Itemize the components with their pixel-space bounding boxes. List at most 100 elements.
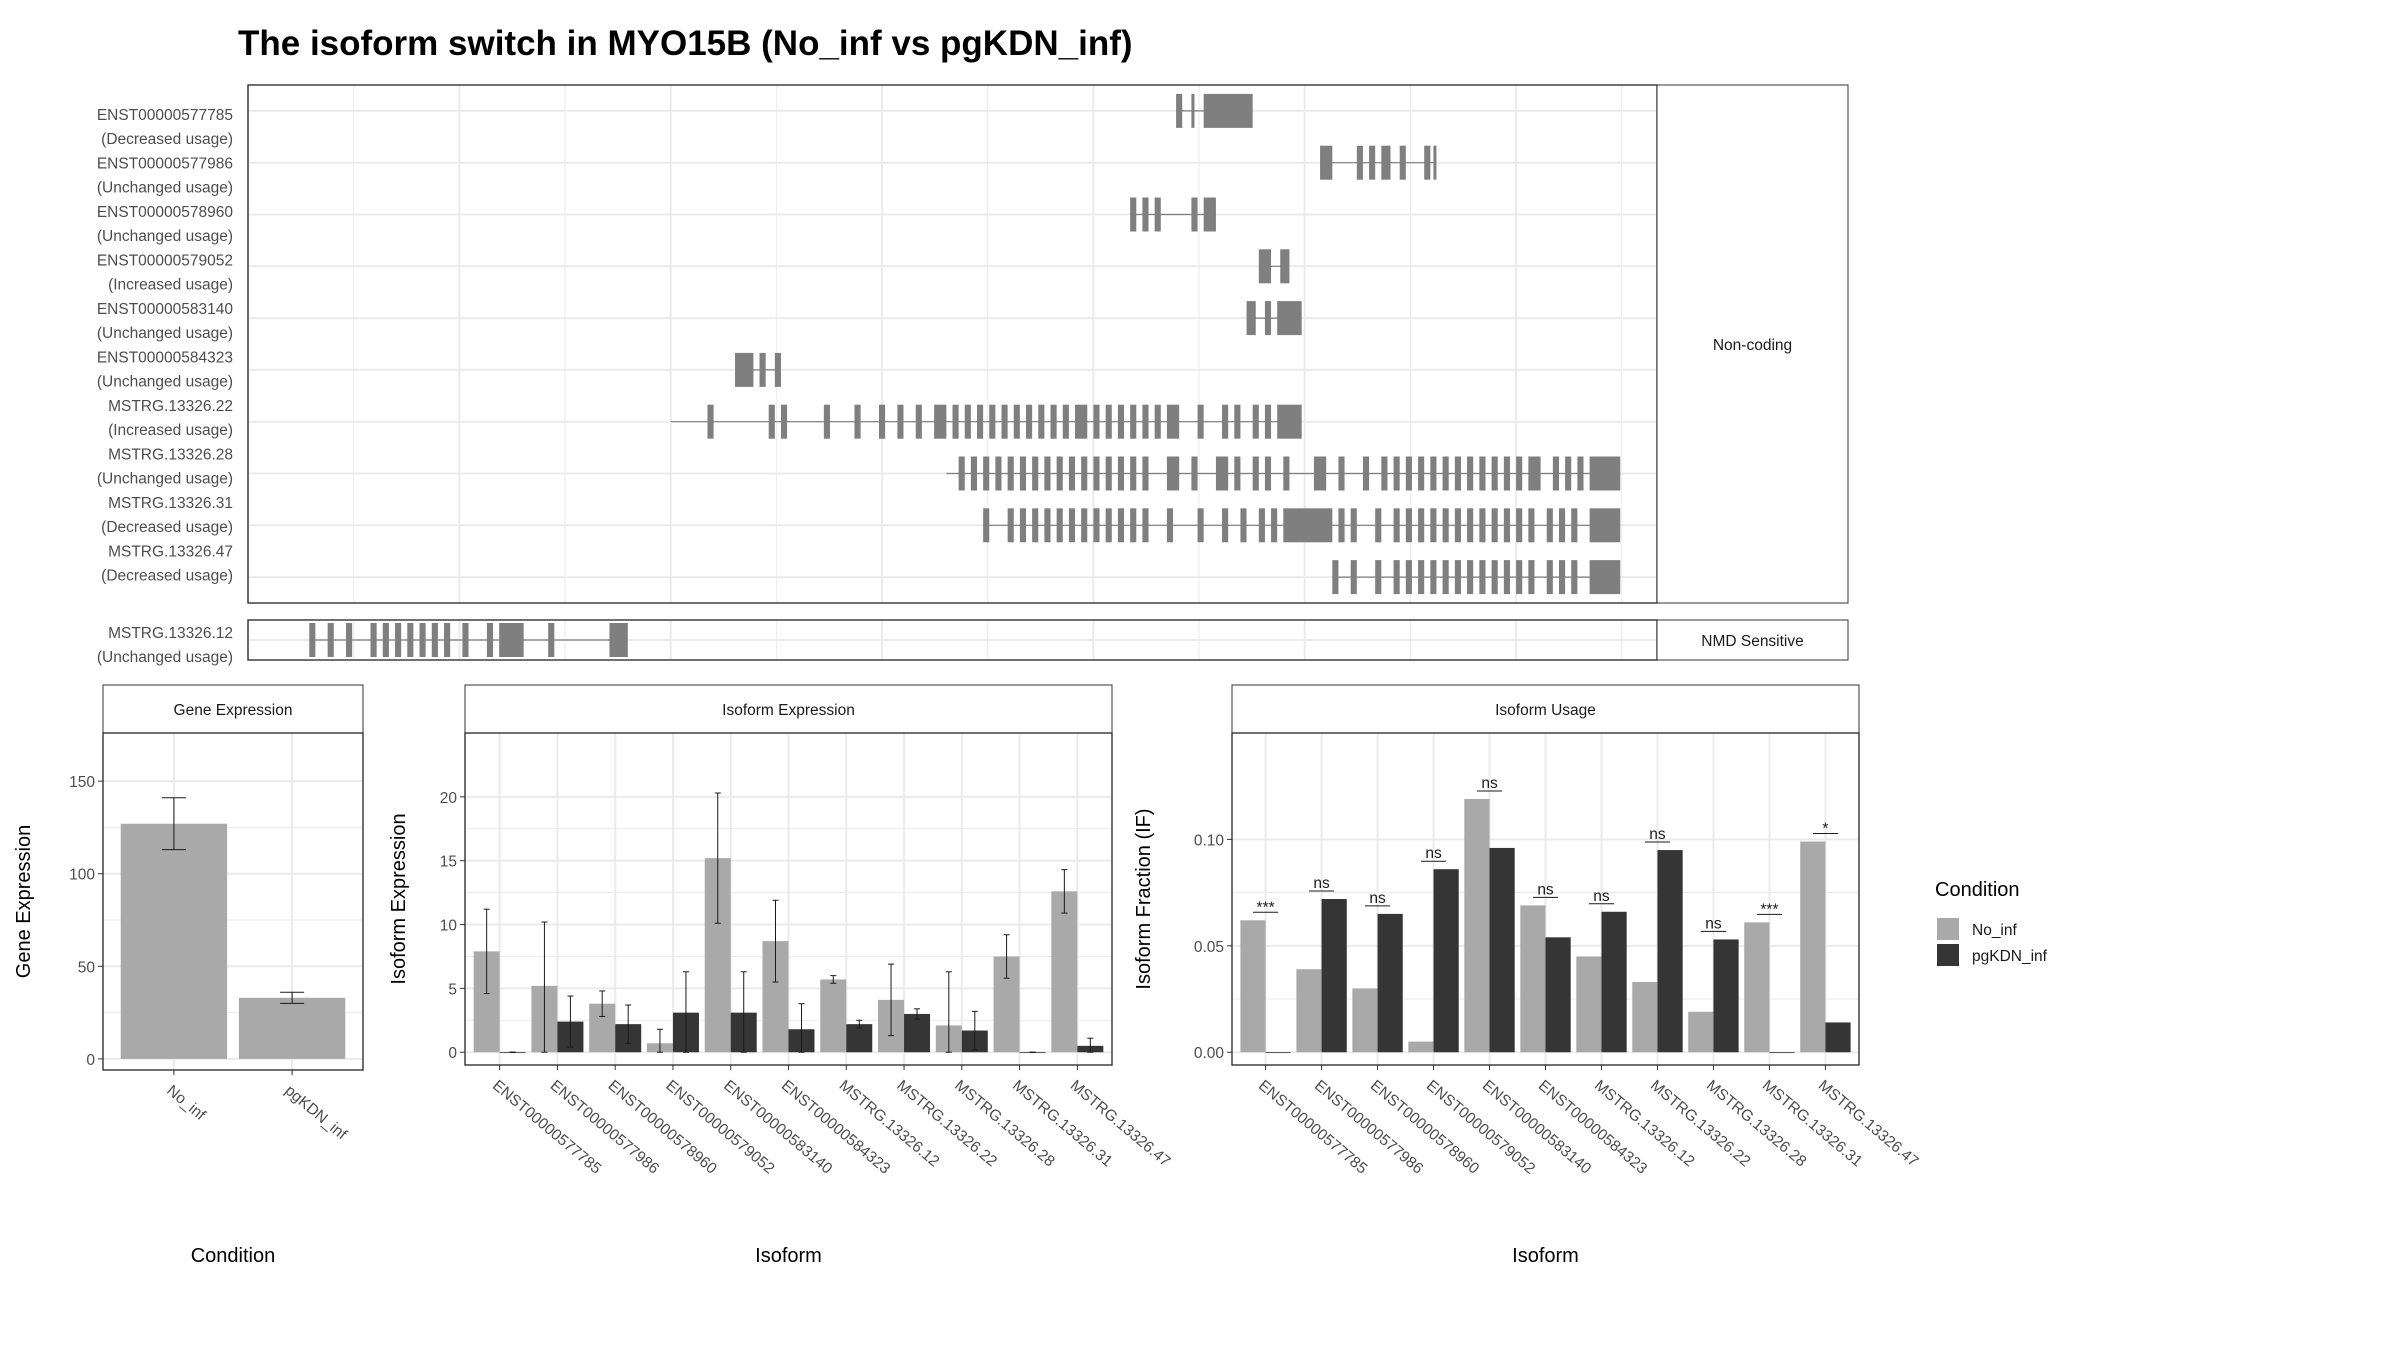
- isoform-name-label: ENST00000579052: [97, 253, 233, 270]
- exon-block: [958, 456, 965, 491]
- exon-block: [1130, 404, 1137, 439]
- x-tick-label: MSTRG.13326.47: [1067, 1077, 1174, 1170]
- exon-block: [1283, 456, 1290, 491]
- exon-block: [854, 404, 861, 439]
- exon-block: [1130, 508, 1137, 543]
- exon-block: [1240, 508, 1247, 543]
- legend-title: Condition: [1935, 879, 2020, 901]
- exon-block: [1375, 508, 1382, 543]
- y-tick-label: 0.10: [1194, 832, 1225, 849]
- exon-block: [1375, 560, 1382, 595]
- isoform-usage-label: (Unchanged usage): [97, 471, 233, 488]
- exon-block: [1393, 508, 1400, 543]
- facet-strip: [1656, 84, 1849, 604]
- isoform-usage-label: (Decreased usage): [101, 519, 233, 536]
- exon-block: [1246, 301, 1256, 336]
- exon-block: [1191, 456, 1198, 491]
- exon-block: [1405, 560, 1412, 595]
- y-axis-title: Gene Expression: [13, 825, 35, 978]
- exon-block: [1252, 456, 1259, 491]
- legend-swatch: [1937, 918, 1959, 940]
- bar-No_inf: [1744, 922, 1770, 1053]
- exon-block: [1197, 508, 1204, 543]
- bar-No_inf: [1688, 1011, 1714, 1053]
- exon-block: [1479, 508, 1486, 543]
- significance-label: ns: [1705, 915, 1722, 932]
- exon-block: [1369, 145, 1376, 180]
- exon-block: [823, 404, 830, 439]
- exon-block: [1130, 197, 1137, 232]
- exon-block: [1516, 508, 1523, 543]
- panel-border: [102, 732, 364, 1071]
- exon-block: [486, 623, 494, 657]
- exon-block: [983, 456, 990, 491]
- exon-block: [1271, 508, 1278, 543]
- exon-block: [1032, 456, 1039, 491]
- bar-No_inf: [1632, 982, 1658, 1053]
- x-axis-title: Isoform: [1512, 1245, 1579, 1267]
- y-tick-label: 50: [78, 959, 96, 976]
- exon-block: [1565, 456, 1572, 491]
- x-tick-label: No_inf: [163, 1082, 209, 1124]
- isoform-usage-label: (Decreased usage): [101, 131, 233, 148]
- exon-block: [1571, 560, 1578, 595]
- exon-block: [1075, 404, 1088, 439]
- isoform-name-label: ENST00000578960: [97, 204, 234, 221]
- significance-label: *: [1822, 821, 1828, 838]
- exon-block: [1430, 560, 1437, 595]
- exon-block: [1454, 560, 1461, 595]
- facet-strip-label: Non-coding: [1713, 337, 1792, 354]
- bar-pgKDN_inf: [1657, 850, 1683, 1053]
- exon-block: [1528, 560, 1535, 595]
- exon-block: [934, 404, 947, 439]
- exon-block: [1007, 508, 1014, 543]
- exon-block: [1222, 404, 1229, 439]
- x-tick-label: pgKDN_inf: [282, 1082, 351, 1144]
- panel-title: Isoform Expression: [722, 702, 855, 719]
- bar-pgKDN_inf: [1489, 847, 1515, 1053]
- bar-No_inf: [1240, 920, 1266, 1053]
- exon-block: [1258, 249, 1272, 284]
- exon-block: [609, 623, 628, 657]
- exon-block: [1203, 197, 1216, 232]
- exon-block: [1264, 456, 1272, 491]
- exon-block: [1026, 404, 1033, 439]
- legend-item-label: No_inf: [1972, 922, 2017, 939]
- exon-block: [370, 623, 377, 657]
- exon-block: [1105, 456, 1112, 491]
- isoform-name-label: ENST00000584323: [97, 350, 233, 367]
- exon-block: [395, 623, 402, 657]
- exon-block: [768, 404, 775, 439]
- exon-block: [1130, 456, 1137, 491]
- exon-block: [1001, 404, 1008, 439]
- exon-block: [1154, 197, 1161, 232]
- exon-block: [1277, 301, 1302, 336]
- exon-block: [1166, 508, 1174, 543]
- significance-label: ***: [1760, 901, 1778, 918]
- bar-pgKDN_inf: [1545, 937, 1571, 1053]
- exon-block: [1405, 508, 1412, 543]
- exon-block: [1056, 456, 1063, 491]
- x-tick-label: ENST00000583140: [720, 1077, 836, 1178]
- x-tick-label: MSTRG.13326.47: [1815, 1077, 1922, 1170]
- exon-block: [1332, 560, 1339, 595]
- exon-block: [1454, 456, 1461, 491]
- exon-block: [1546, 560, 1553, 595]
- exon-block: [1117, 456, 1125, 491]
- exon-block: [1056, 508, 1063, 543]
- x-tick-label: MSTRG.13326.28: [1703, 1077, 1810, 1170]
- exon-block: [1405, 456, 1412, 491]
- isoform-expression-panel: Isoform Expression 0 5 10 15 20 ENST0000057778…: [388, 684, 1174, 1267]
- exon-block: [780, 404, 788, 439]
- x-tick-label: ENST00000584323: [778, 1077, 893, 1178]
- exon-block: [1479, 560, 1486, 595]
- isoform-usage-label: (Unchanged usage): [97, 325, 233, 342]
- exon-block: [1589, 508, 1621, 543]
- facet-strip-label: NMD Sensitive: [1701, 633, 1804, 650]
- exon-block: [499, 623, 524, 657]
- isoform-name-label: MSTRG.13326.28: [108, 447, 233, 464]
- y-tick-label: 0: [448, 1045, 457, 1062]
- significance-label: ns: [1425, 845, 1442, 862]
- isoform-name-label: MSTRG.13326.12: [108, 625, 233, 642]
